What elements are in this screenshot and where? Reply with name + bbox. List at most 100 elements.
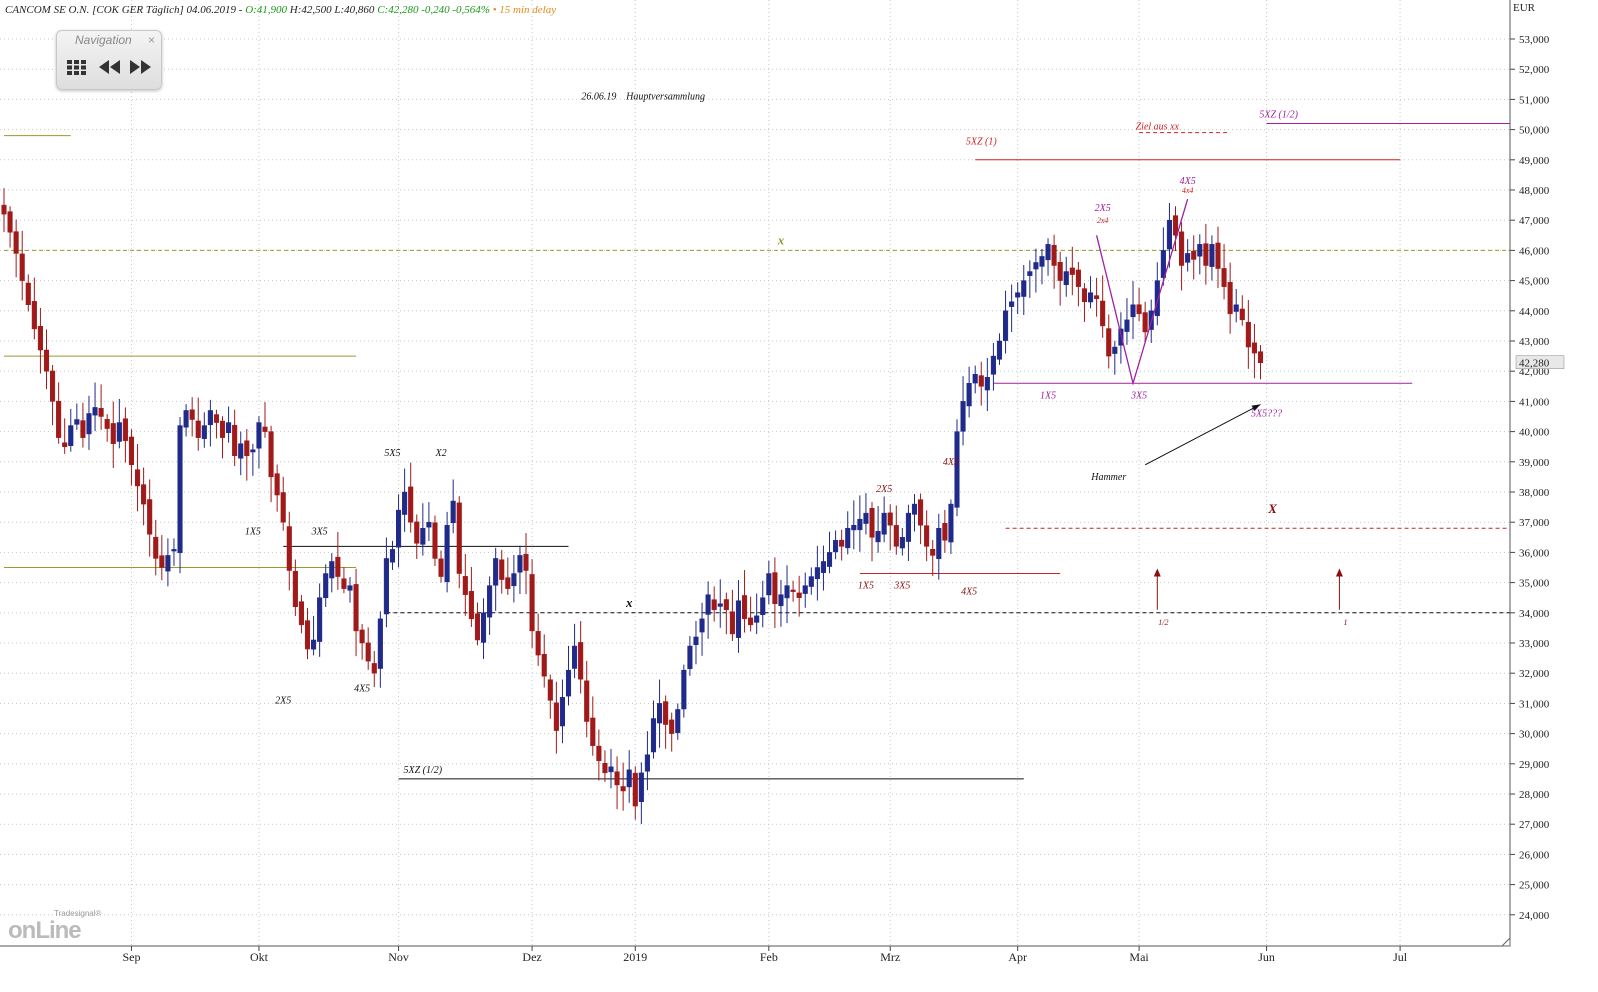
candle-body <box>1118 328 1124 346</box>
candle-body <box>942 522 948 541</box>
candle-body <box>468 591 474 620</box>
candle-body <box>754 615 760 623</box>
chart-annotation: 3X5 <box>1130 390 1147 401</box>
candle-body <box>918 499 924 526</box>
candle-body <box>796 592 802 598</box>
x-tick-label: Nov <box>388 950 409 964</box>
fast-forward-icon[interactable] <box>127 57 153 79</box>
horizontal-lines <box>4 123 1510 780</box>
candle-body <box>960 401 966 432</box>
candle-body <box>317 597 323 642</box>
candle-body <box>1166 219 1172 250</box>
chart-annotation: x <box>625 595 633 610</box>
candle-body <box>608 766 614 773</box>
close-icon[interactable]: × <box>147 33 155 47</box>
candle-body <box>444 524 450 583</box>
candle-body <box>110 423 116 444</box>
y-tick-label: 52,000 <box>1519 64 1550 76</box>
candle-body <box>1094 295 1100 299</box>
candle-body <box>1239 308 1245 321</box>
chart-annotation: 1X5 <box>858 581 874 592</box>
x-tick-label: Jul <box>1393 950 1408 964</box>
candle-body <box>280 492 286 523</box>
y-tick-label: 40,000 <box>1519 427 1550 439</box>
candle-body <box>474 613 481 641</box>
candle-body <box>766 573 772 596</box>
candle-body <box>954 431 960 508</box>
candle-body <box>936 527 942 560</box>
candle-body <box>323 573 329 599</box>
y-tick-label: 34,000 <box>1519 608 1550 620</box>
candle-body <box>213 414 219 423</box>
candle-body <box>1203 243 1209 266</box>
candle-body <box>699 618 705 633</box>
candle-body <box>359 629 365 644</box>
candle-body <box>760 597 766 615</box>
candle-body <box>820 561 827 573</box>
candle-body <box>1209 244 1215 267</box>
candle-body <box>735 600 742 638</box>
chart-annotation: 1X5 <box>1040 390 1056 401</box>
candle-body <box>1051 244 1057 266</box>
y-tick-label: 33,000 <box>1519 638 1550 650</box>
candle-body <box>1221 268 1227 287</box>
candle-body <box>547 679 553 701</box>
candle-body <box>1069 267 1075 275</box>
candle-body <box>389 549 396 563</box>
candle-body <box>1015 292 1021 298</box>
candle-body <box>396 509 402 548</box>
y-tick-label: 41,000 <box>1519 396 1550 408</box>
candle-body <box>414 521 420 544</box>
candle-body <box>814 567 820 580</box>
candle-body <box>420 527 426 545</box>
candle-body <box>1191 250 1197 260</box>
rewind-icon[interactable] <box>97 57 123 79</box>
y-tick-label: 37,000 <box>1519 517 1550 529</box>
y-tick-label: 25,000 <box>1519 880 1550 892</box>
x-tick-label: Mrz <box>880 950 900 964</box>
candle-body <box>426 521 432 528</box>
candle-body <box>201 425 207 439</box>
y-tick-label: 49,000 <box>1519 155 1550 167</box>
chart-annotation: 4X5 <box>943 457 959 468</box>
candle-body <box>1081 288 1088 302</box>
chart-annotation: 5XZ (1) <box>966 137 998 148</box>
close-value: C:42,280 -0,240 -0,564% <box>377 4 490 16</box>
up-arrow-head <box>1153 568 1161 577</box>
chart-annotation: 1 <box>1343 618 1347 627</box>
candle-body <box>1075 269 1081 287</box>
candle-body <box>43 349 50 372</box>
y-tick-label: 51,000 <box>1519 94 1550 106</box>
x-tick-label: 2019 <box>623 950 647 964</box>
candle-body <box>559 697 565 727</box>
chart-annotation: 4x4 <box>1182 186 1194 195</box>
navigation-panel[interactable]: Navigation × <box>56 30 162 90</box>
candle-body <box>292 570 298 608</box>
candle-body <box>911 503 918 515</box>
candle-body <box>37 325 43 351</box>
candle-body <box>353 584 359 632</box>
candle-body <box>741 595 748 620</box>
candle-body <box>1100 300 1106 327</box>
candle-body <box>875 531 881 543</box>
chart-annotation: 4X5 <box>961 587 977 598</box>
last-price-label: 42,280 <box>1519 358 1550 370</box>
hammer-arrow-line <box>1144 403 1261 466</box>
y-tick-label: 42,000 <box>1519 366 1550 378</box>
x-tick-label: Apr <box>1008 950 1027 964</box>
candle-body <box>717 603 723 607</box>
x-tick-label: Okt <box>250 950 269 964</box>
chart-annotation: 26.06.19 <box>581 91 616 102</box>
y-tick-label: 35,000 <box>1519 578 1550 590</box>
chart-annotation: Hauptversammlung <box>625 91 705 102</box>
chart-annotation: X2 <box>434 448 446 459</box>
candle-body <box>663 701 669 725</box>
candle-body <box>1215 242 1221 269</box>
grid-icon[interactable] <box>65 57 91 79</box>
candle-body <box>147 499 153 535</box>
candle-body <box>535 631 541 656</box>
candle-body <box>863 512 869 524</box>
candle-body <box>432 522 438 559</box>
